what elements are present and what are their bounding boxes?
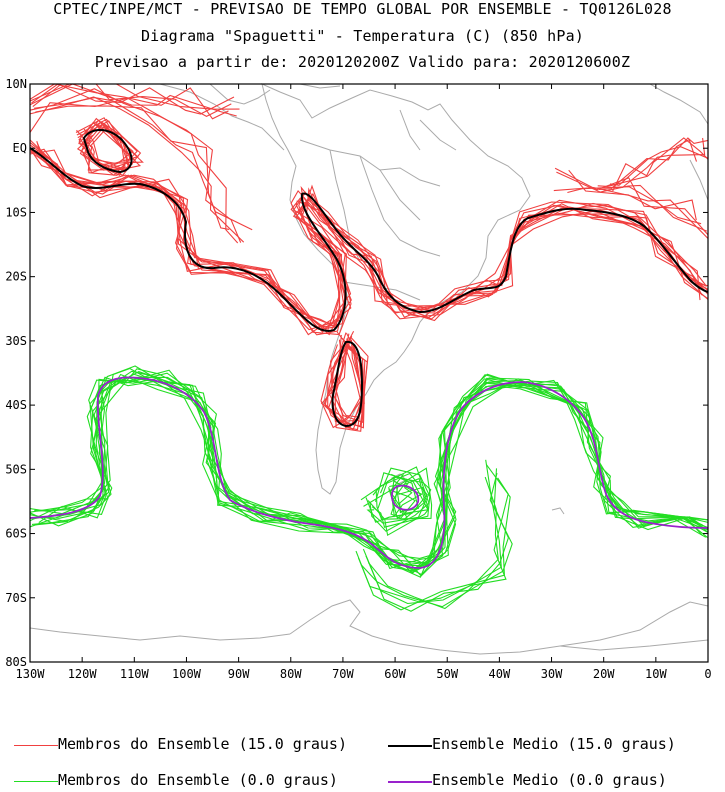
member-15-contour bbox=[30, 149, 709, 336]
member-15-contour bbox=[29, 83, 237, 117]
lat-label: 10N bbox=[5, 77, 27, 91]
member-15-contour bbox=[37, 143, 703, 336]
member-0-contour bbox=[34, 365, 709, 573]
member-0-contour bbox=[36, 373, 709, 576]
lat-label: 40S bbox=[5, 398, 27, 412]
legend-green-line bbox=[14, 781, 58, 782]
member-15-contour bbox=[38, 146, 709, 328]
mean-0-loop bbox=[391, 484, 420, 511]
member-15-contour bbox=[327, 339, 364, 423]
lat-label: 60S bbox=[5, 527, 27, 541]
lon-label: 130W bbox=[16, 667, 46, 681]
lat-label: EQ bbox=[13, 141, 27, 155]
lon-label: 50W bbox=[436, 667, 458, 681]
member-15-contour bbox=[81, 117, 134, 174]
lat-label: 30S bbox=[5, 334, 27, 348]
member-15-contour bbox=[554, 167, 709, 236]
lon-label: 40W bbox=[489, 667, 511, 681]
axis-ticks bbox=[29, 83, 709, 663]
lon-label: 70W bbox=[332, 667, 354, 681]
map-frame bbox=[29, 83, 709, 663]
lat-label: 20S bbox=[5, 270, 27, 284]
member-0-contour bbox=[388, 483, 416, 519]
member-15-contour bbox=[330, 342, 364, 427]
member-0-contour bbox=[363, 467, 433, 520]
member-15-contour bbox=[36, 141, 707, 329]
member-15-contour bbox=[29, 149, 702, 330]
lon-label: 20W bbox=[593, 667, 615, 681]
member-0-contour bbox=[390, 473, 420, 516]
mean-15-loop-amazon bbox=[82, 129, 133, 174]
member-0-contour bbox=[38, 371, 707, 566]
legend-black-line bbox=[388, 745, 432, 747]
member-15-contour bbox=[31, 83, 235, 115]
member-0-contour bbox=[29, 372, 708, 571]
green-ensemble-members bbox=[29, 365, 709, 612]
coastlines bbox=[29, 83, 709, 655]
member-15-contour bbox=[553, 186, 709, 239]
member-15-contour bbox=[29, 97, 239, 244]
member-15-contour bbox=[29, 150, 706, 336]
longitude-labels: 130W 120W 110W 100W 90W 80W 70W 60W 50W 40W 30W 20W… bbox=[16, 667, 712, 681]
lon-label: 60W bbox=[384, 667, 406, 681]
title-line-3: Previsao a partir de: 2020120200Z Valido… bbox=[94, 53, 631, 71]
title-line-2: Diagrama "Spaguetti" - Temperatura (C) (… bbox=[140, 27, 585, 45]
member-0-contour bbox=[362, 459, 502, 605]
member-15-contour bbox=[31, 148, 709, 333]
legend-green-members: Membros do Ensemble (0.0 graus) bbox=[58, 771, 338, 789]
mean-15-main bbox=[29, 147, 709, 332]
member-15-contour bbox=[334, 339, 365, 432]
member-0-contour bbox=[357, 464, 511, 611]
member-0-contour bbox=[367, 476, 499, 610]
lon-label: 80W bbox=[280, 667, 302, 681]
central-america-coast bbox=[159, 83, 285, 151]
red-ensemble-members bbox=[29, 83, 709, 432]
lon-label: 10W bbox=[645, 667, 667, 681]
purple-ensemble-mean bbox=[29, 376, 709, 569]
lat-label: 70S bbox=[5, 591, 27, 605]
member-0-contour bbox=[371, 467, 431, 528]
member-15-contour bbox=[29, 139, 701, 325]
member-15-contour bbox=[29, 144, 709, 331]
member-15-contour bbox=[612, 137, 709, 192]
lat-label: 80S bbox=[5, 655, 27, 669]
legend-red-members: Membros do Ensemble (15.0 graus) bbox=[58, 735, 347, 753]
member-0-contour bbox=[36, 368, 709, 559]
member-15-contour bbox=[567, 186, 702, 225]
member-15-contour bbox=[34, 97, 253, 231]
member-0-contour bbox=[29, 374, 703, 577]
mean-15-loop-patagonia bbox=[331, 340, 364, 428]
member-15-contour bbox=[323, 335, 365, 423]
lat-label: 50S bbox=[5, 462, 27, 476]
lon-label: 100W bbox=[172, 667, 202, 681]
black-ensemble-mean bbox=[29, 129, 709, 428]
south-america-coast bbox=[261, 83, 531, 495]
mean-0-main bbox=[29, 376, 709, 569]
member-15-contour bbox=[29, 141, 709, 336]
member-15-contour bbox=[29, 83, 229, 120]
lon-label: 90W bbox=[228, 667, 250, 681]
member-0-contour bbox=[360, 476, 432, 524]
member-0-contour bbox=[388, 486, 430, 520]
member-15-contour bbox=[597, 137, 709, 187]
member-0-contour bbox=[34, 370, 709, 570]
legend-red-line bbox=[14, 745, 58, 746]
latitude-labels: 10N EQ 10S 20S 30S 40S 50S 60S 70S 80S bbox=[5, 77, 27, 669]
member-15-contour bbox=[83, 122, 144, 166]
lon-label: 0 bbox=[704, 667, 711, 681]
lon-label: 110W bbox=[120, 667, 150, 681]
legend-purple-line bbox=[388, 781, 432, 783]
africa-coast bbox=[649, 83, 709, 125]
antarctica-coast bbox=[289, 599, 709, 655]
lat-label: 10S bbox=[5, 205, 27, 219]
lon-label: 30W bbox=[541, 667, 563, 681]
legend-black-mean: Ensemble Medio (15.0 graus) bbox=[432, 735, 676, 753]
member-0-contour bbox=[389, 482, 413, 514]
title-line-1: CPTEC/INPE/MCT - PREVISAO DE TEMPO GLOBA… bbox=[53, 0, 672, 18]
member-0-contour bbox=[365, 468, 509, 612]
legend-purple-mean: Ensemble Medio (0.0 graus) bbox=[432, 771, 667, 789]
lon-label: 120W bbox=[68, 667, 98, 681]
